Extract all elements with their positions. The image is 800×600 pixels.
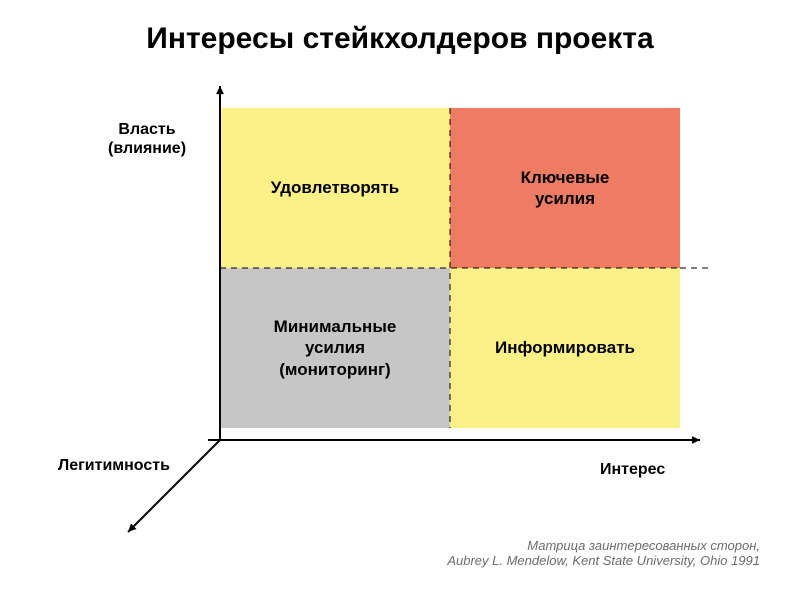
quadrant-bottom-right: Информировать [450,268,680,428]
citation: Матрица заинтересованных сторон, Aubrey … [447,538,760,568]
slide: { "title": { "text": "Интересы стейкхолд… [0,0,800,600]
stakeholder-matrix: Удовлетворять Ключевые усилия Минимальны… [220,108,680,428]
x-axis-label: Интерес [600,460,665,479]
quadrant-top-right: Ключевые усилия [450,108,680,268]
quadrant-top-left: Удовлетворять [220,108,450,268]
citation-line2: Aubrey L. Mendelow, Kent State Universit… [447,553,760,568]
z-axis-label: Легитимность [58,456,170,475]
y-axis-label: Власть (влияние) [108,120,186,158]
page-title: Интересы стейкхолдеров проекта [0,22,800,56]
quadrant-bottom-left: Минимальные усилия (мониторинг) [220,268,450,428]
citation-line1: Матрица заинтересованных сторон, [447,538,760,553]
